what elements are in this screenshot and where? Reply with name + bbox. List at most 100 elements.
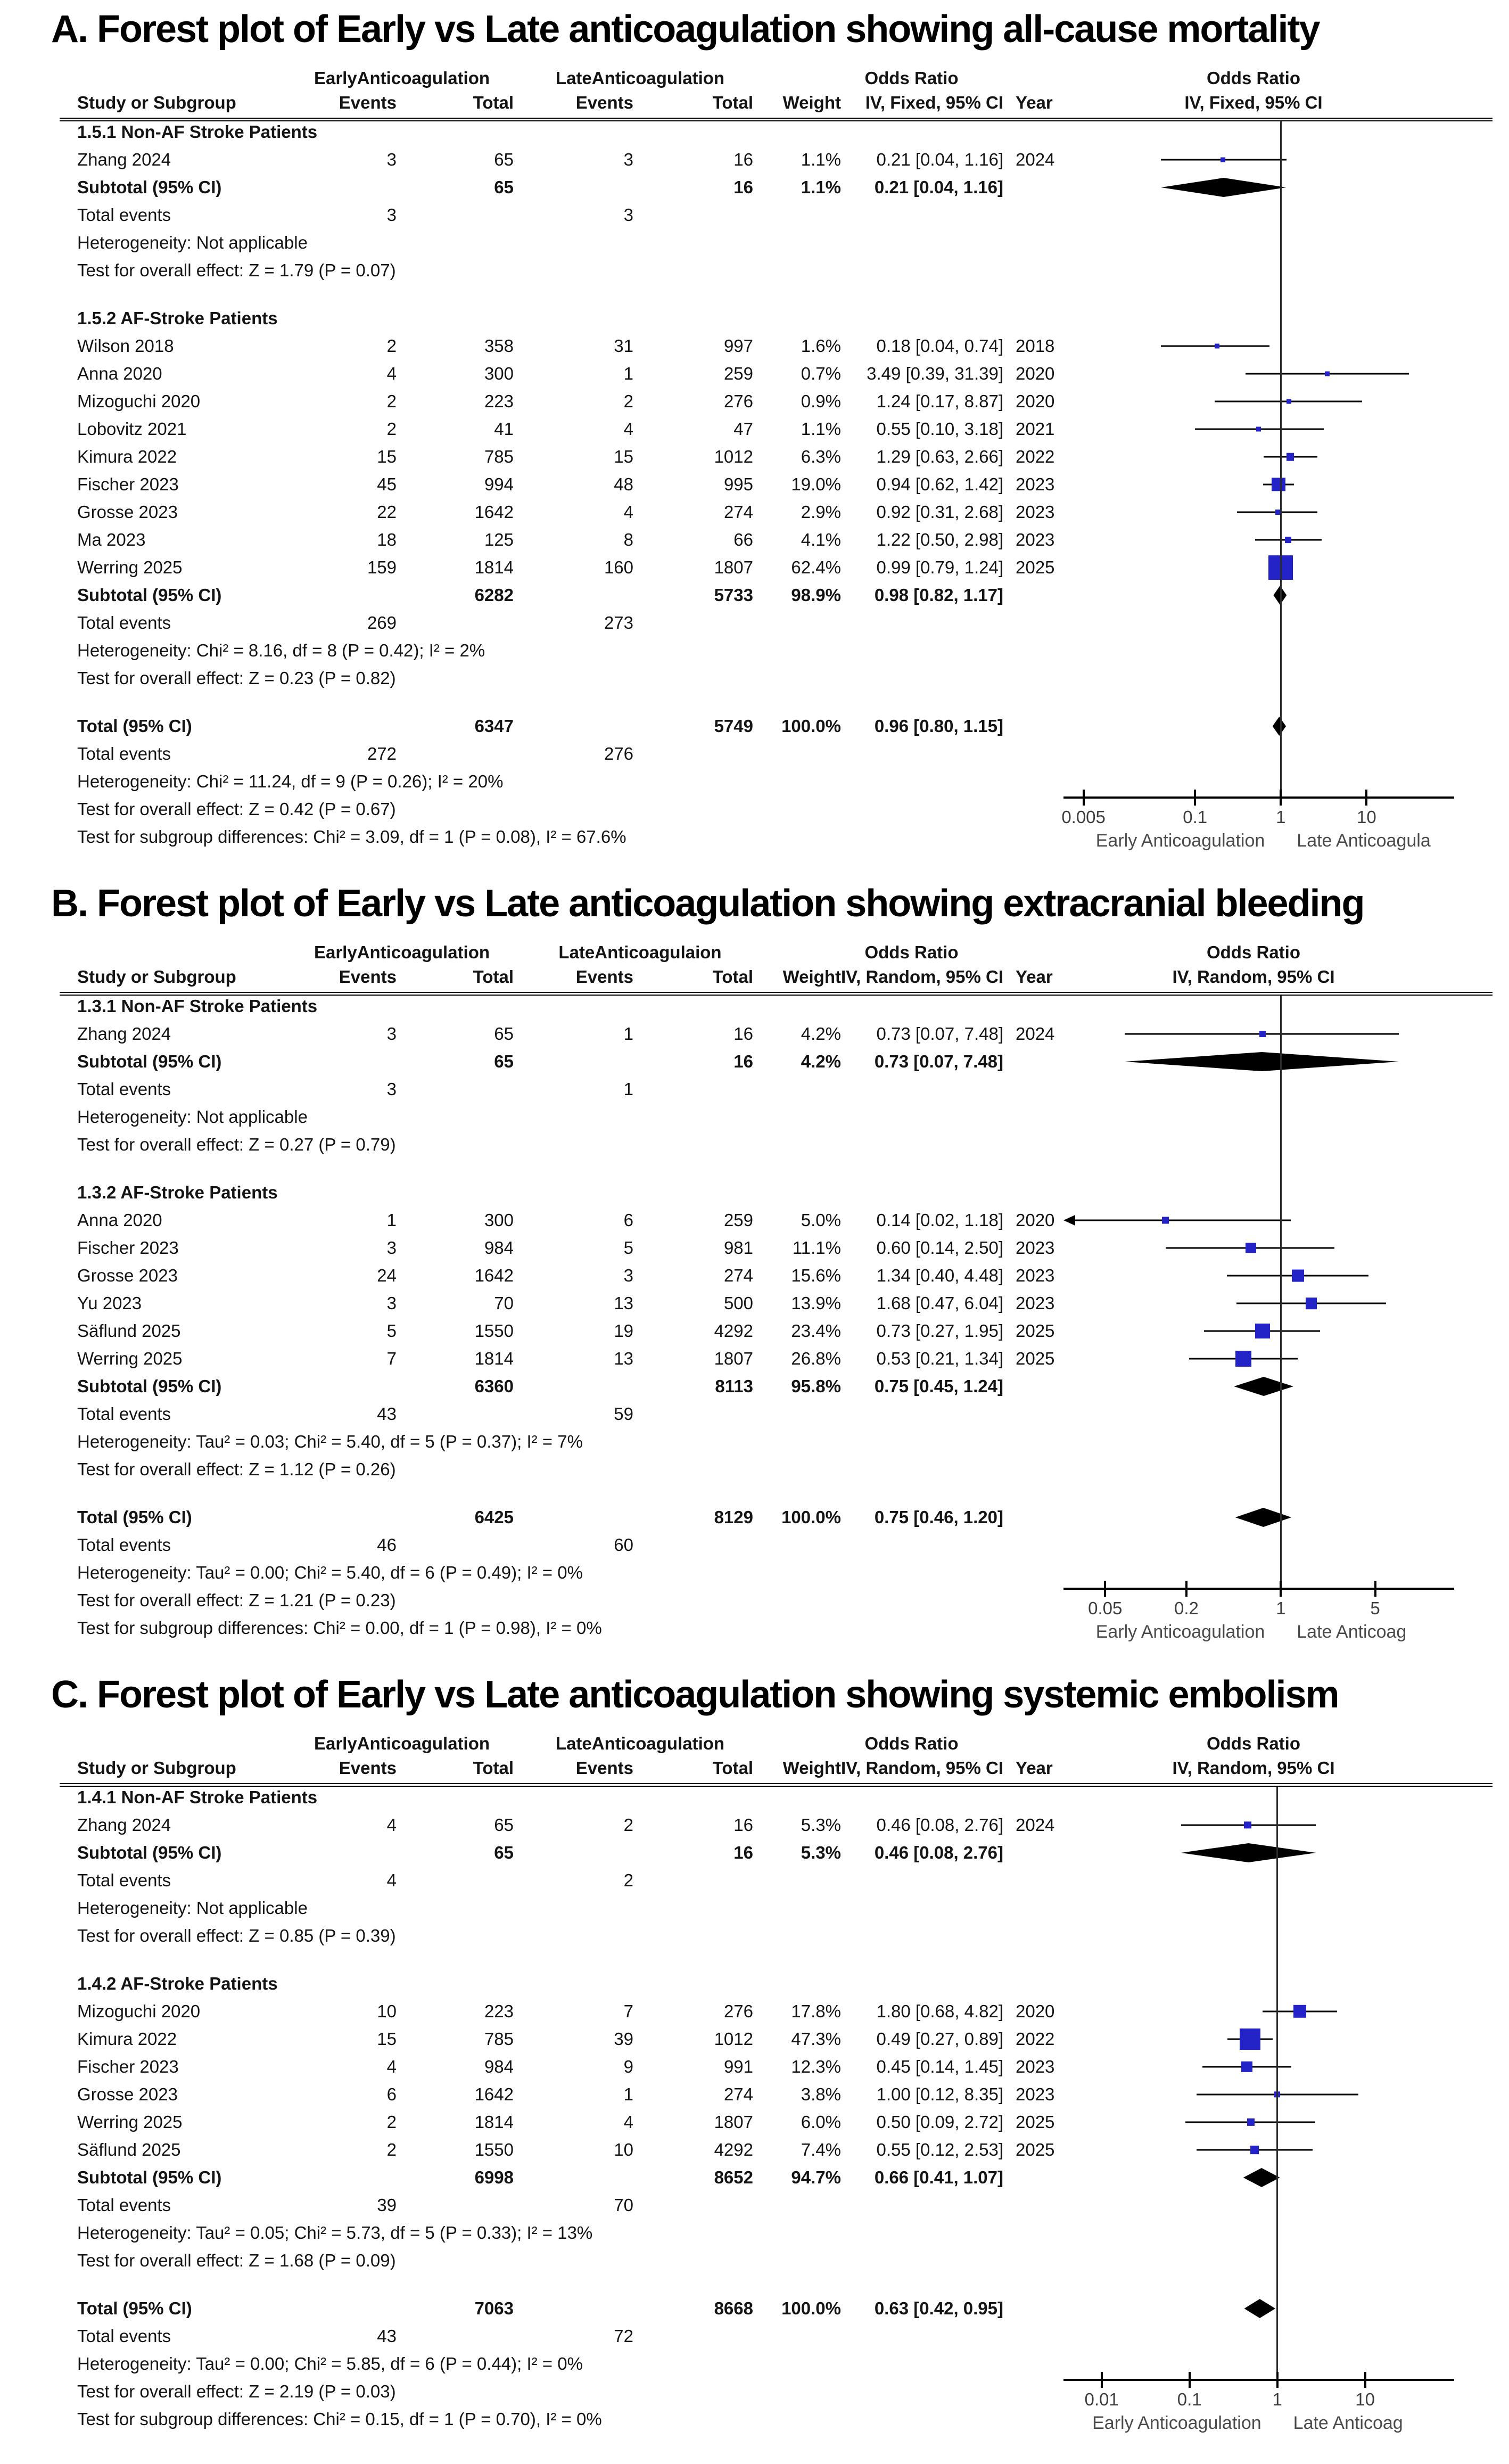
header-group-early: EarlyAnticoagulation	[314, 942, 490, 962]
or-ci-value: 0.92 [0.31, 2.68]	[876, 502, 1003, 522]
total-late: 47	[733, 419, 753, 439]
header-method-plot: IV, Random, 95% CI	[1172, 1758, 1335, 1778]
or-ci-value: 0.53 [0.21, 1.34]	[876, 1349, 1003, 1368]
axis-tick-label: 0.1	[1177, 2389, 1202, 2409]
study-name: Total (95% CI)	[77, 2298, 192, 2318]
subgroup-header-row: 1.5.1 Non-AF Stroke Patients	[0, 118, 1509, 146]
axis-tick-label: 1	[1276, 1598, 1286, 1618]
events-early: 3	[386, 1024, 397, 1044]
or-ci-value: 0.55 [0.10, 3.18]	[876, 419, 1003, 439]
events-early: 1	[386, 1210, 397, 1230]
or-ci-value: 0.73 [0.07, 7.48]	[874, 1052, 1003, 1071]
year-value: 2025	[1016, 557, 1055, 577]
effect-square	[1275, 510, 1281, 515]
header-study-or-subgroup: Study or Subgroup	[77, 93, 236, 112]
weight-value: 1.6%	[801, 336, 841, 356]
total-late: 995	[723, 474, 753, 494]
total-early: 6347	[474, 716, 514, 736]
header-events-early: Events	[339, 967, 397, 987]
total-early: 984	[484, 2057, 514, 2076]
events-early: 4	[386, 364, 397, 383]
stats-note: Heterogeneity: Not applicable	[77, 233, 308, 252]
study-name: Lobovitz 2021	[77, 419, 187, 439]
effect-square	[1259, 1031, 1266, 1037]
table-header: EarlyAnticoagulation LateAnticoagulaion Od…	[0, 941, 1509, 996]
stats-note-row: Test for overall effect: Z = 1.79 (P = 0…	[0, 257, 1509, 284]
axis-tick	[1365, 790, 1368, 806]
study-row: Säflund 2025 2 1550 10 4292 7.4% 0.55 [0.12, 2…	[0, 2136, 1509, 2164]
no-effect-line	[1280, 121, 1282, 796]
study-name: Subtotal (95% CI)	[77, 1376, 222, 1396]
weight-value: 94.7%	[791, 2167, 841, 2187]
forest-sheet: EarlyAnticoagulation LateAnticoagulation O…	[0, 67, 1509, 851]
header-odds-ratio-text: Odds Ratio	[864, 68, 959, 88]
or-ci-value: 1.34 [0.40, 4.48]	[876, 1266, 1003, 1285]
weight-value: 4.2%	[801, 1024, 841, 1044]
events-early: 15	[377, 2029, 397, 2049]
axis-label-late: Late Anticoagula	[1297, 831, 1431, 851]
events-early: 18	[377, 530, 397, 549]
total-late: 1807	[714, 1349, 753, 1368]
total-late: 16	[733, 177, 753, 197]
events-early: 5	[386, 1321, 397, 1341]
table-header: EarlyAnticoagulation LateAnticoagulation O…	[0, 67, 1509, 121]
events-late: 2	[623, 1870, 633, 1890]
stats-note-row: Test for overall effect: Z = 0.23 (P = 0…	[0, 664, 1509, 692]
or-ci-value: 0.99 [0.79, 1.24]	[876, 557, 1003, 577]
study-row: Zhang 2024 4 65 2 16 5.3% 0.46 [0.08, 2.76] 202…	[0, 1811, 1509, 1839]
events-late: 15	[614, 447, 633, 466]
weight-value: 0.9%	[801, 391, 841, 411]
total-early: 984	[484, 1238, 514, 1258]
axis-tick	[1188, 2372, 1191, 2388]
stats-note: Heterogeneity: Tau² = 0.05; Chi² = 5.73,…	[77, 2223, 593, 2243]
total-late: 16	[733, 1052, 753, 1071]
axis-tick-label: 0.005	[1061, 807, 1106, 827]
total-late: 276	[723, 391, 753, 411]
weight-value: 13.9%	[791, 1293, 841, 1313]
total-early: 358	[484, 336, 514, 356]
study-name: Grosse 2023	[77, 2084, 178, 2104]
study-row: Zhang 2024 3 65 3 16 1.1% 0.21 [0.04, 1.16] 202…	[0, 146, 1509, 174]
effect-square	[1293, 2005, 1307, 2018]
weight-value: 26.8%	[791, 1349, 841, 1368]
stats-note: Test for subgroup differences: Chi² = 0.…	[77, 2409, 602, 2429]
weight-value: 6.3%	[801, 447, 841, 466]
study-row: Zhang 2024 3 65 1 16 4.2% 0.73 [0.07, 7.48] 202…	[0, 1020, 1509, 1048]
total-late: 5749	[714, 716, 753, 736]
study-name: Grosse 2023	[77, 1266, 178, 1285]
events-early: 3	[386, 1238, 397, 1258]
axis-tick-label: 0.2	[1174, 1598, 1199, 1618]
pooled-diamond	[1234, 1377, 1293, 1396]
subtotal-row: Subtotal (95% CI) 65 16 4.2% 0.73 [0.07, 7.4…	[0, 1048, 1509, 1075]
pooled-diamond	[1244, 2299, 1275, 2318]
total-early: 70	[494, 1293, 514, 1313]
header-total-early: Total	[473, 93, 514, 112]
stats-note-row: Heterogeneity: Chi² = 11.24, df = 9 (P =…	[0, 768, 1509, 795]
events-early: 39	[377, 2195, 397, 2215]
stats-note-row: Heterogeneity: Not applicable	[0, 1894, 1509, 1922]
events-early: 272	[367, 744, 397, 763]
header-group-late: LateAnticoagulation	[555, 1734, 725, 1753]
axis-line	[1063, 2379, 1454, 2381]
axis-line	[1063, 796, 1454, 799]
total-early: 65	[494, 1024, 514, 1044]
study-name: Säflund 2025	[77, 1321, 181, 1341]
study-row: Werring 2025 159 1814 160 1807 62.4% 0.99 [0.7…	[0, 554, 1509, 581]
total-early: 1814	[474, 557, 514, 577]
study-name: Total events	[77, 744, 171, 763]
study-name: Werring 2025	[77, 557, 183, 577]
subtotal-row: Subtotal (95% CI) 6282 5733 98.9% 0.98 [0.82…	[0, 581, 1509, 609]
total-early: 65	[494, 1843, 514, 1862]
no-effect-line	[1280, 996, 1282, 1588]
year-value: 2020	[1016, 364, 1055, 383]
events-early: 3	[386, 1293, 397, 1313]
effect-square	[1286, 399, 1291, 404]
or-ci-value: 0.60 [0.14, 2.50]	[876, 1238, 1003, 1258]
study-name: Wilson 2018	[77, 336, 174, 356]
subtotal-row: Subtotal (95% CI) 6360 8113 95.8% 0.75 [0.45…	[0, 1373, 1509, 1400]
subgroup-label: 1.5.2 AF-Stroke Patients	[77, 308, 278, 328]
weight-value: 1.1%	[801, 150, 841, 169]
header-odds-ratio-plot: Odds Ratio	[1206, 942, 1300, 962]
weight-value: 100.0%	[781, 1507, 841, 1527]
axis-tick	[1280, 1581, 1282, 1597]
